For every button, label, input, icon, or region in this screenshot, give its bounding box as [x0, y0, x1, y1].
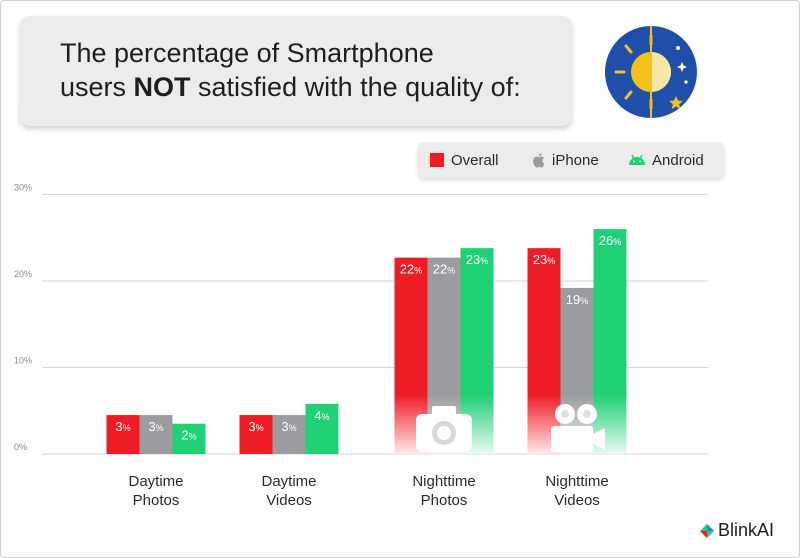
- chart-legend: Overall iPhone Android: [418, 142, 724, 178]
- title-line-2-end: satisfied with the quality of:: [190, 72, 521, 102]
- brand-name: BlinkAI: [718, 520, 775, 540]
- brand-logo: BlinkAI: [700, 520, 774, 541]
- x-category-label: Photos: [421, 492, 468, 509]
- x-category-label: Daytime: [128, 473, 183, 490]
- legend-item-iphone: iPhone: [532, 142, 599, 178]
- bar-android: [305, 403, 339, 454]
- bar-chart: 0% 10% 20% 30% 3% 3% 22% 23% 3% 3% 22% 19% 2% 4% 23% 2…: [14, 183, 708, 509]
- y-tick-label: 10%: [14, 356, 32, 366]
- x-category-label: Nighttime: [545, 473, 608, 490]
- bar-iphone: [272, 415, 306, 454]
- x-category-label: Nighttime: [412, 473, 475, 490]
- bar-iphone: [139, 415, 173, 454]
- legend-item-overall: Overall: [430, 142, 499, 178]
- x-category-label: Videos: [266, 492, 312, 509]
- bar-overall: [239, 415, 273, 454]
- y-tick-label: 0%: [14, 442, 27, 452]
- bar-value-label-android: 2%: [181, 428, 196, 443]
- android-icon: [629, 154, 645, 165]
- chart-title: The percentage of Smartphone users NOT s…: [60, 36, 560, 104]
- legend-label-iphone: iPhone: [552, 151, 599, 169]
- bar-value-label-android: 23%: [466, 252, 488, 267]
- y-tick-label: 30%: [14, 183, 32, 193]
- title-line-2: users NOT satisfied with the quality of:: [60, 70, 560, 104]
- title-bubble-tail: [18, 108, 32, 126]
- apple-icon: [533, 153, 545, 168]
- bar-value-label-iphone: 3%: [148, 419, 163, 434]
- title-bubble: The percentage of Smartphone users NOT s…: [20, 16, 572, 126]
- y-tick-label: 20%: [14, 269, 32, 279]
- x-category-label: Photos: [133, 492, 180, 509]
- day-night-logo-icon: [605, 26, 697, 118]
- bar-android: [172, 423, 206, 454]
- bar-value-label-android: 26%: [599, 233, 621, 248]
- bar-value-label-overall: 23%: [533, 252, 555, 267]
- bar-value-label-iphone: 19%: [566, 292, 588, 307]
- legend-item-android: Android: [628, 142, 704, 178]
- bar-value-label-overall: 22%: [400, 262, 422, 277]
- bar-value-label-iphone: 3%: [281, 419, 296, 434]
- x-category-label: Videos: [554, 492, 600, 509]
- bar-overall: [106, 415, 140, 454]
- camera-icon: [416, 406, 472, 452]
- x-category-label: Daytime: [261, 473, 316, 490]
- title-emphasis: NOT: [133, 72, 191, 102]
- bar-value-label-overall: 3%: [115, 419, 130, 434]
- legend-label-android: Android: [652, 151, 704, 169]
- bar-value-label-iphone: 22%: [433, 262, 455, 277]
- bar-value-label-overall: 3%: [248, 419, 263, 434]
- legend-label-overall: Overall: [451, 151, 499, 169]
- blinkai-logo-icon: [700, 523, 714, 538]
- video-camera-icon: [551, 404, 605, 452]
- title-line-2-start: users: [60, 72, 134, 102]
- bar-value-label-android: 4%: [314, 408, 329, 423]
- title-line-1: The percentage of Smartphone: [60, 38, 434, 68]
- legend-swatch-overall: [430, 153, 444, 167]
